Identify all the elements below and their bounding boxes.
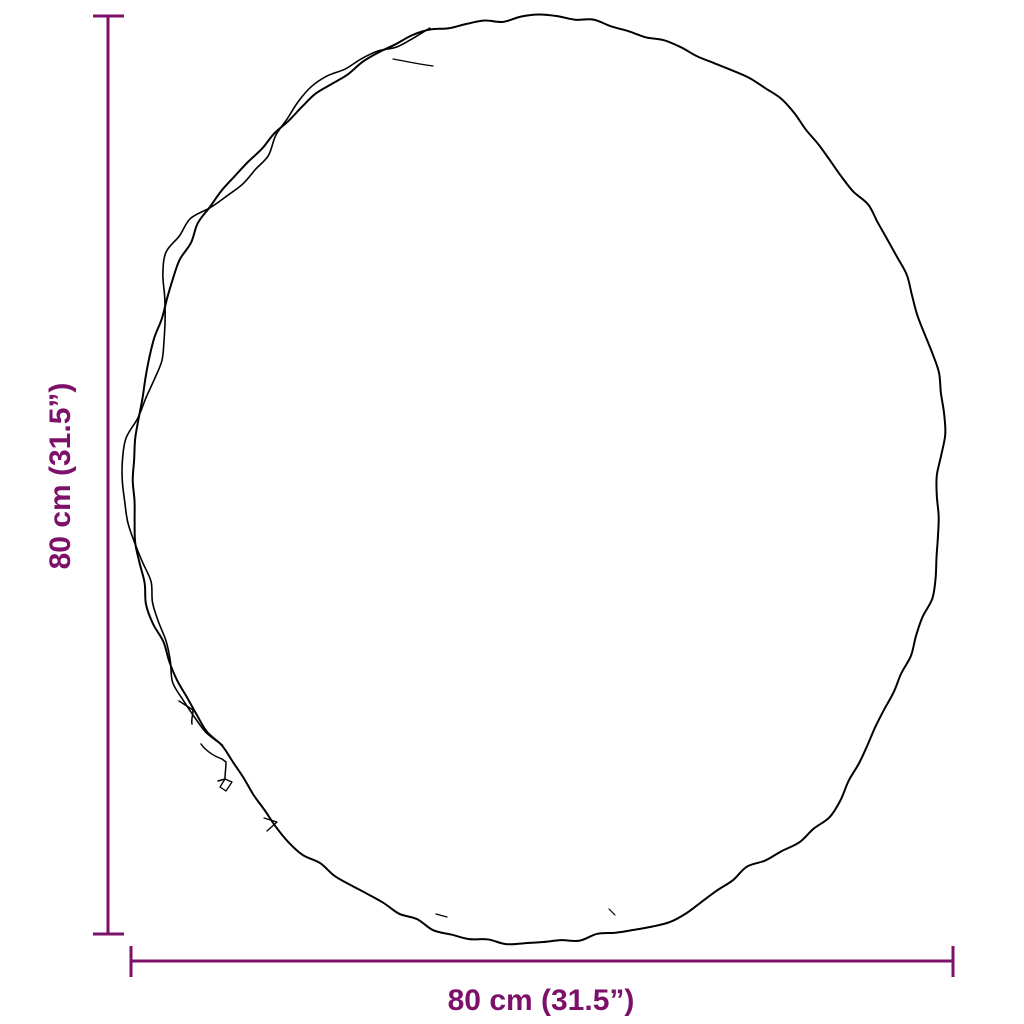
svg-text:80 cm (31.5”): 80 cm (31.5”) <box>44 383 77 570</box>
svg-text:80 cm (31.5”): 80 cm (31.5”) <box>448 984 635 1017</box>
